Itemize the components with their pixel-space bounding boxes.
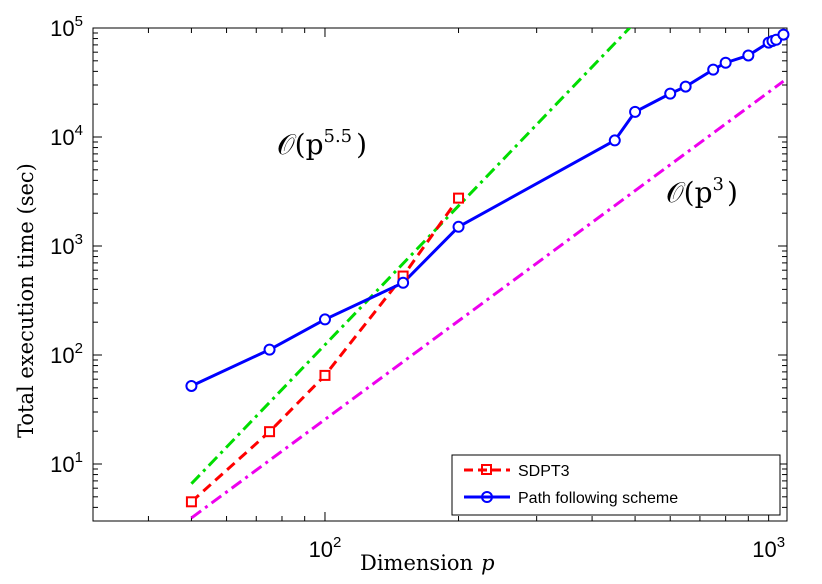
x-axis-label: Dimension p xyxy=(360,551,495,575)
data-point-path-following xyxy=(263,343,276,356)
y-tick-label: 105 xyxy=(50,13,83,41)
data-point-path-following xyxy=(452,220,465,233)
data-point-sdpt3 xyxy=(185,496,197,508)
legend: SDPT3 Path following scheme xyxy=(451,454,781,516)
data-point-sdpt3 xyxy=(453,192,465,204)
series-markers xyxy=(185,28,790,508)
annotation-o-p55: 𝒪(p5.5) xyxy=(277,126,367,161)
data-point-path-following xyxy=(397,276,410,289)
y-tick-label: 101 xyxy=(50,449,83,477)
legend-sdpt3-marker xyxy=(481,464,492,475)
y-tick-label: 103 xyxy=(50,231,83,259)
data-point-path-following xyxy=(719,56,732,69)
data-point-sdpt3 xyxy=(319,369,331,381)
reference-line-0 xyxy=(190,28,632,485)
data-point-path-following xyxy=(679,80,692,93)
data-point-sdpt3 xyxy=(264,426,276,438)
data-point-path-following xyxy=(777,28,790,41)
legend-box xyxy=(451,454,781,516)
data-point-path-following xyxy=(185,379,198,392)
x-tick-label: 102 xyxy=(309,534,342,562)
data-point-path-following xyxy=(608,134,621,147)
data-point-path-following xyxy=(742,49,755,62)
y-tick-label: 104 xyxy=(50,122,83,150)
data-point-path-following xyxy=(318,313,331,326)
axis-tick-labels: 102 103 101 102 103 104 105 xyxy=(50,13,785,562)
y-axis-label: Total execution time (sec) xyxy=(14,163,38,438)
annotation-o-p3: 𝒪(p3) xyxy=(666,174,738,209)
data-point-path-following xyxy=(629,105,642,118)
plot-area xyxy=(92,27,788,522)
legend-sdpt3-label: SDPT3 xyxy=(518,463,570,480)
data-point-path-following xyxy=(707,63,720,76)
reference-lines xyxy=(190,28,785,520)
y-tick-label: 102 xyxy=(50,340,83,368)
legend-path-label: Path following scheme xyxy=(518,490,678,507)
legend-path-marker xyxy=(481,491,493,503)
reference-line-1 xyxy=(190,79,785,520)
data-point-path-following xyxy=(664,87,677,100)
x-tick-label: 103 xyxy=(752,534,785,562)
